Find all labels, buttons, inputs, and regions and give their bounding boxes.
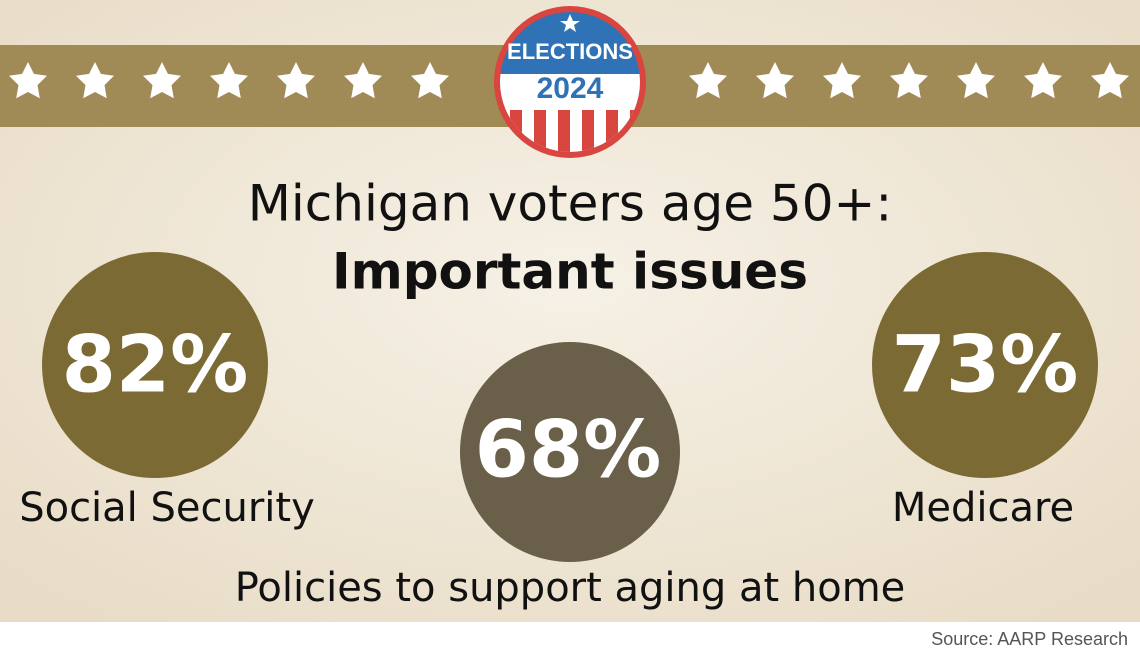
badge: ELECTIONS 2024 — [494, 6, 646, 158]
stat-circle — [460, 342, 680, 562]
stat-value: 82% — [62, 320, 249, 410]
stat-label: Medicare — [892, 485, 1074, 531]
badge-line2: 2024 — [537, 72, 604, 105]
stat-circle — [872, 252, 1098, 478]
footer-background — [0, 622, 1140, 655]
stat-value: 68% — [475, 405, 662, 495]
stat-label: Policies to support aging at home — [235, 565, 906, 611]
badge-line1: ELECTIONS — [507, 39, 633, 64]
stat-value: 73% — [892, 320, 1079, 410]
stat-circle — [42, 252, 268, 478]
stat-label: Social Security — [19, 485, 315, 531]
source: Source: AARP Research — [931, 629, 1128, 649]
title-line1: Michigan voters age 50+: — [248, 175, 893, 233]
title-line2: Important issues — [332, 243, 808, 301]
